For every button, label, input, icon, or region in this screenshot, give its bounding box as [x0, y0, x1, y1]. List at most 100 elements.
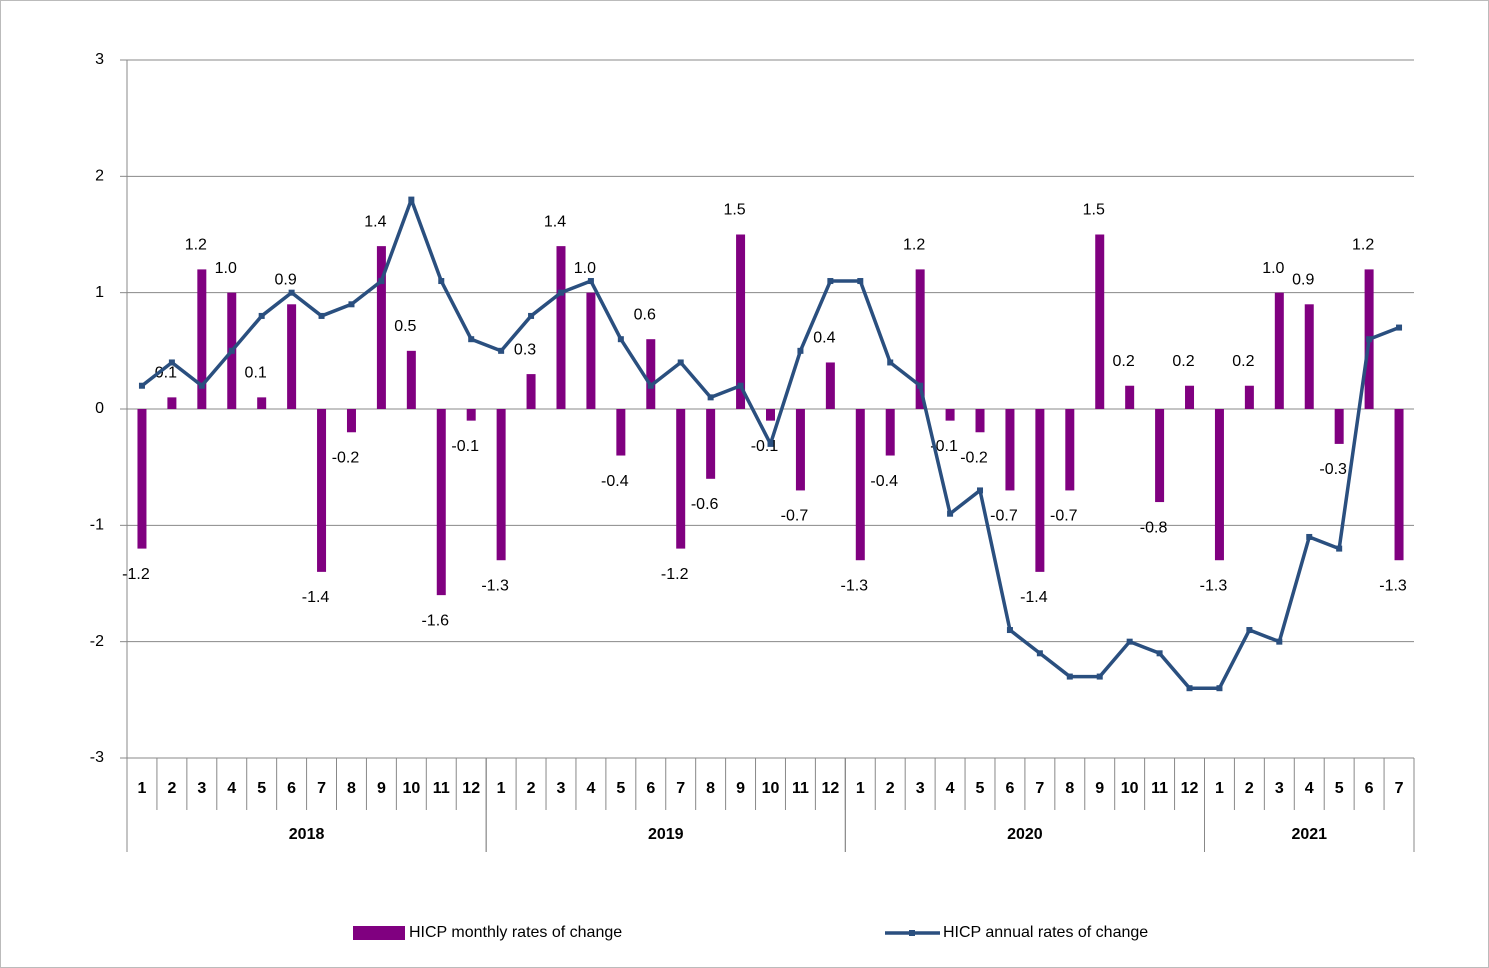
line-marker [168, 359, 175, 366]
line-marker [1096, 673, 1103, 680]
x-tick-label: 8 [1065, 780, 1074, 797]
data-label: 1.0 [215, 260, 237, 277]
x-tick-label: 3 [1275, 780, 1284, 797]
bar [406, 350, 416, 409]
data-label: -0.3 [1319, 461, 1347, 478]
bar [197, 269, 207, 409]
bar [646, 339, 656, 409]
line-marker [138, 382, 145, 389]
line-marker [198, 382, 205, 389]
bar [855, 409, 865, 561]
line-marker [887, 359, 894, 366]
bar [885, 409, 895, 456]
line-marker [1036, 650, 1043, 657]
x-tick-label: 6 [1005, 780, 1014, 797]
line-marker [1066, 673, 1073, 680]
x-group-label: 2018 [289, 826, 325, 843]
x-tick-label: 3 [197, 780, 206, 797]
line-marker [258, 312, 265, 319]
bar [1244, 385, 1254, 409]
y-tick-label: -3 [90, 749, 104, 766]
data-label: -0.4 [870, 473, 898, 490]
legend-label: HICP annual rates of change [943, 924, 1148, 941]
bar [137, 409, 147, 549]
data-label: 1.4 [544, 213, 566, 230]
x-tick-label: 4 [946, 780, 955, 797]
x-tick-label: 10 [1121, 780, 1139, 797]
bar [795, 409, 805, 491]
line-marker [498, 347, 505, 354]
bar [1334, 409, 1344, 444]
legend-swatch [909, 930, 915, 936]
y-tick-label: -2 [90, 633, 104, 650]
data-label: 1.2 [185, 237, 207, 254]
data-label: 1.2 [903, 237, 925, 254]
bar [436, 409, 446, 596]
line-marker [707, 394, 714, 401]
bar [706, 409, 716, 479]
x-tick-label: 7 [1395, 780, 1404, 797]
data-label: 1.2 [1352, 237, 1374, 254]
bar [317, 409, 327, 572]
x-group-label: 2021 [1291, 826, 1327, 843]
data-label: 0.3 [514, 341, 536, 358]
line-marker [977, 487, 984, 494]
bar [287, 304, 297, 409]
x-tick-label: 9 [736, 780, 745, 797]
x-tick-label: 2 [886, 780, 895, 797]
x-tick-label: 7 [676, 780, 685, 797]
line-marker [1336, 545, 1343, 552]
x-group-label: 2020 [1007, 826, 1043, 843]
x-tick-label: 5 [976, 780, 985, 797]
line-marker [677, 359, 684, 366]
line-marker [1186, 685, 1193, 692]
line-marker [557, 289, 564, 296]
x-tick-label: 11 [792, 780, 809, 797]
bar [526, 374, 536, 409]
data-label: -0.1 [451, 438, 479, 455]
bar [1035, 409, 1045, 572]
line-marker [827, 278, 834, 285]
x-tick-label: 2 [527, 780, 536, 797]
x-tick-label: 2 [167, 780, 176, 797]
bar [466, 409, 476, 421]
x-tick-label: 2 [1245, 780, 1254, 797]
x-tick-label: 4 [227, 780, 236, 797]
line-marker [1006, 627, 1013, 634]
line-marker [947, 510, 954, 517]
bar [766, 409, 775, 421]
x-tick-label: 1 [138, 780, 147, 797]
x-tick-label: 5 [257, 780, 266, 797]
data-label: -1.3 [481, 577, 509, 594]
data-label: 0.2 [1232, 353, 1254, 370]
bar [1155, 409, 1165, 503]
line-marker [438, 278, 445, 285]
data-label: 1.0 [574, 260, 596, 277]
data-label: 1.5 [1083, 202, 1105, 219]
bar [346, 409, 356, 433]
x-tick-label: 10 [762, 780, 780, 797]
x-tick-label: 6 [287, 780, 296, 797]
x-tick-label: 1 [856, 780, 865, 797]
x-tick-label: 3 [557, 780, 566, 797]
data-label: 1.5 [723, 202, 745, 219]
x-tick-label: 5 [1335, 780, 1344, 797]
legend-swatch [353, 926, 405, 940]
line-marker [408, 196, 415, 203]
data-label: -1.3 [1200, 577, 1228, 594]
data-label: 0.4 [813, 330, 835, 347]
line-marker [378, 278, 385, 285]
x-tick-label: 9 [1095, 780, 1104, 797]
line-marker [348, 301, 355, 308]
x-tick-label: 6 [646, 780, 655, 797]
x-tick-label: 7 [1035, 780, 1044, 797]
data-label: -1.4 [1020, 589, 1048, 606]
data-label: -0.1 [751, 438, 779, 455]
bar [586, 292, 596, 409]
line-marker [1216, 685, 1223, 692]
line-marker [587, 278, 594, 285]
data-label: 0.1 [245, 365, 267, 382]
bar [1274, 292, 1284, 409]
data-label: -1.3 [841, 577, 869, 594]
line-marker [617, 336, 624, 343]
